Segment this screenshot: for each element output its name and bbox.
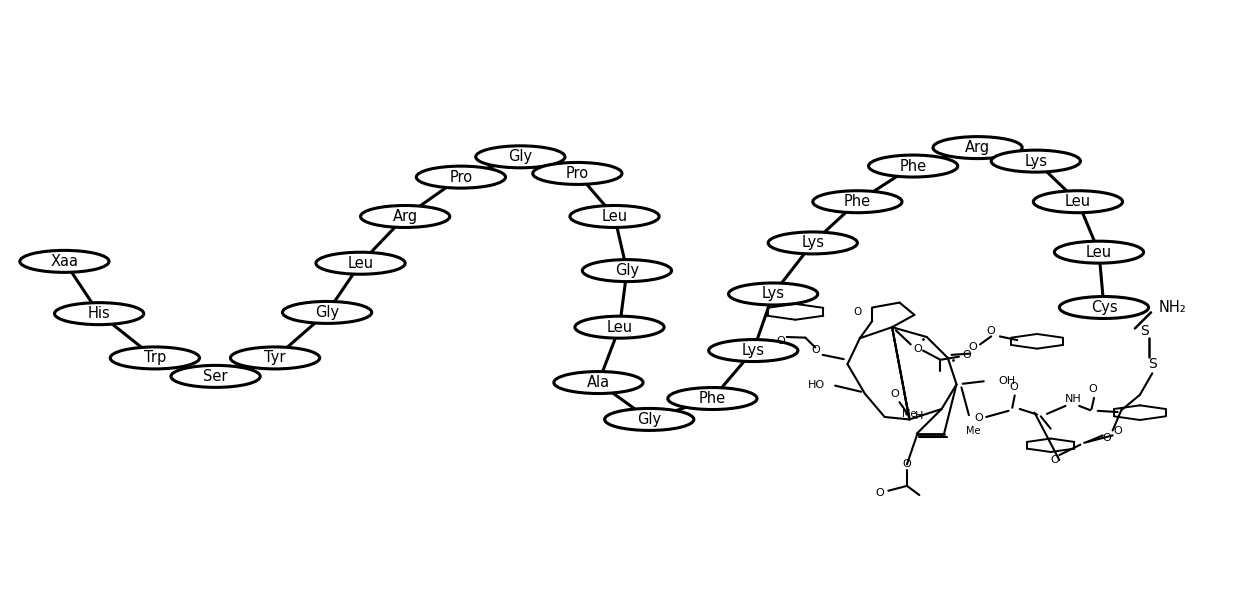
Text: Lys: Lys	[1025, 154, 1047, 169]
Text: Leu: Leu	[601, 209, 628, 224]
Ellipse shape	[813, 191, 902, 213]
Text: O: O	[974, 413, 984, 423]
Text: HO: HO	[808, 380, 825, 390]
Ellipse shape	[171, 365, 260, 387]
Text: O: O	[961, 350, 971, 360]
Ellipse shape	[282, 301, 372, 323]
Text: Lys: Lys	[742, 343, 764, 358]
Ellipse shape	[316, 252, 405, 274]
Ellipse shape	[582, 260, 672, 282]
Text: Me: Me	[902, 409, 917, 419]
Ellipse shape	[1033, 191, 1123, 213]
Text: Pro: Pro	[450, 170, 472, 184]
Ellipse shape	[575, 316, 664, 338]
Text: Leu: Leu	[606, 320, 633, 335]
Text: NH₂: NH₂	[1158, 300, 1186, 315]
Text: O: O	[913, 344, 923, 354]
Text: Lys: Lys	[762, 287, 784, 301]
Text: O: O	[1088, 384, 1098, 394]
Ellipse shape	[991, 150, 1080, 172]
Text: O: O	[854, 308, 861, 317]
Text: Xaa: Xaa	[51, 254, 78, 269]
Text: H: H	[916, 411, 923, 421]
Ellipse shape	[605, 408, 694, 430]
Text: Gly: Gly	[637, 412, 662, 427]
Text: O: O	[810, 345, 820, 355]
Text: O: O	[890, 389, 900, 399]
Ellipse shape	[709, 339, 798, 362]
Text: O: O	[1049, 455, 1059, 465]
Ellipse shape	[361, 205, 450, 228]
Ellipse shape	[554, 371, 643, 394]
Text: O: O	[1101, 433, 1111, 443]
Ellipse shape	[1054, 241, 1144, 263]
Text: Phe: Phe	[699, 391, 726, 406]
Text: Me: Me	[966, 426, 981, 435]
Text: O: O	[1113, 426, 1123, 435]
Text: NH: NH	[1064, 394, 1082, 403]
Text: Arg: Arg	[393, 209, 418, 224]
Ellipse shape	[416, 166, 506, 188]
Text: Gly: Gly	[315, 305, 339, 320]
Text: Ala: Ala	[587, 375, 610, 390]
Text: Tyr: Tyr	[264, 351, 286, 365]
Ellipse shape	[476, 146, 565, 168]
Text: Lys: Lys	[802, 236, 824, 250]
Text: O: O	[1009, 383, 1018, 392]
Text: Leu: Leu	[1064, 194, 1092, 209]
Ellipse shape	[729, 283, 818, 305]
Text: Leu: Leu	[1085, 245, 1113, 260]
Ellipse shape	[20, 250, 109, 272]
Ellipse shape	[768, 232, 857, 254]
Text: O: O	[875, 488, 885, 498]
Text: Leu: Leu	[347, 256, 374, 271]
Ellipse shape	[533, 162, 622, 184]
Text: Phe: Phe	[844, 194, 871, 209]
Text: O: O	[776, 336, 786, 346]
Text: His: His	[88, 306, 110, 321]
Text: OH: OH	[999, 376, 1016, 386]
Text: Gly: Gly	[615, 263, 639, 278]
Text: Phe: Phe	[900, 159, 927, 173]
Text: Cys: Cys	[1090, 300, 1118, 315]
Text: O: O	[986, 327, 996, 336]
Text: O: O	[902, 459, 912, 469]
Ellipse shape	[1059, 296, 1149, 319]
Text: O: O	[968, 343, 978, 352]
Ellipse shape	[110, 347, 199, 369]
Text: S: S	[1147, 357, 1157, 371]
Text: Gly: Gly	[508, 149, 533, 164]
Text: Arg: Arg	[965, 140, 990, 155]
Text: Ser: Ser	[203, 369, 228, 384]
Text: Pro: Pro	[566, 166, 589, 181]
Ellipse shape	[230, 347, 320, 369]
Ellipse shape	[933, 137, 1022, 159]
Text: Trp: Trp	[144, 351, 166, 365]
Ellipse shape	[570, 205, 659, 228]
Ellipse shape	[869, 155, 958, 177]
Ellipse shape	[55, 303, 144, 325]
Ellipse shape	[668, 387, 757, 410]
Text: S: S	[1140, 324, 1150, 338]
